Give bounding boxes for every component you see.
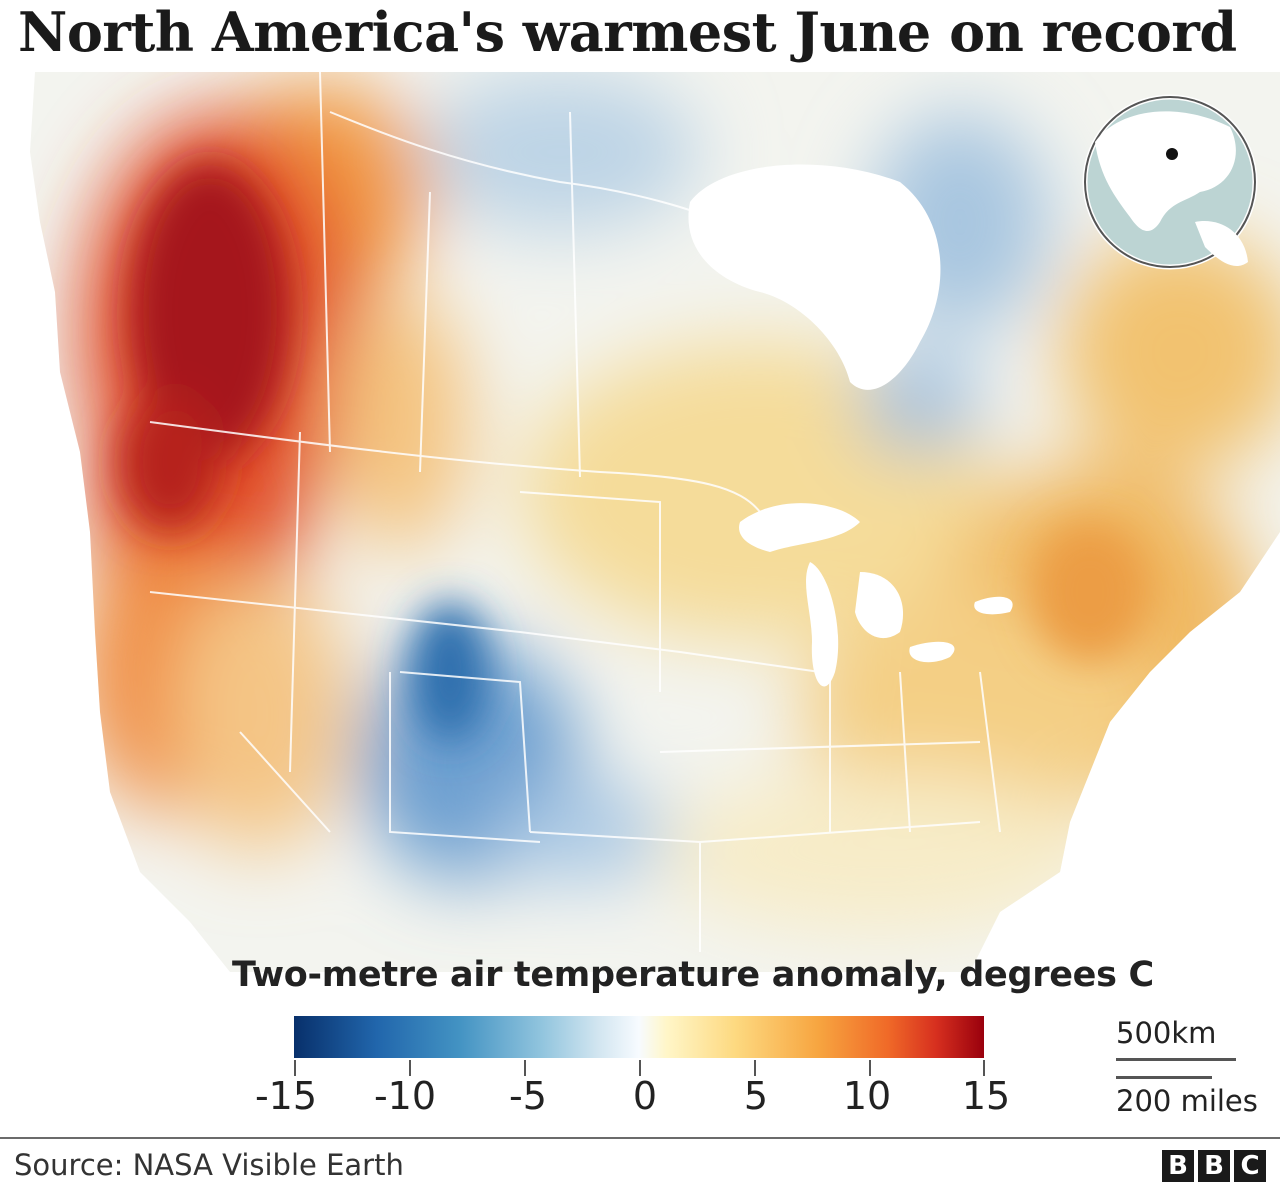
footer-divider — [0, 1137, 1280, 1139]
legend-colorbar — [294, 1016, 984, 1058]
legend-tick — [524, 1060, 526, 1076]
globe-locator — [1082, 94, 1258, 270]
borders — [149, 72, 1001, 952]
legend-tick-label: 15 — [961, 1074, 1011, 1118]
legend-tick — [869, 1060, 871, 1076]
legend-tick — [983, 1060, 985, 1076]
lake-superior — [739, 503, 860, 552]
scale-miles-label: 200 miles — [1116, 1084, 1258, 1118]
lake-michigan — [806, 562, 839, 687]
legend-tick — [754, 1060, 756, 1076]
legend-tick-label: -10 — [373, 1074, 437, 1118]
hudson-bay — [688, 164, 941, 390]
scale-miles-line — [1116, 1076, 1212, 1079]
location-marker-icon — [1166, 148, 1178, 160]
legend-tick-label: 5 — [743, 1074, 769, 1118]
legend-tick-label: 10 — [842, 1074, 892, 1118]
lake-ontario — [974, 596, 1013, 615]
legend-tick — [294, 1060, 296, 1076]
legend-tick-label: -5 — [509, 1074, 547, 1118]
legend-title: Two-metre air temperature anomaly, degre… — [232, 955, 1154, 995]
lake-erie — [909, 641, 955, 663]
legend-tick — [639, 1060, 641, 1076]
legend-tick-label: -15 — [254, 1074, 318, 1118]
legend-tick-label: 0 — [632, 1074, 658, 1118]
temperature-anomaly-map — [0, 72, 1280, 972]
scale-km-label: 500km — [1116, 1016, 1217, 1050]
source-text: Source: NASA Visible Earth — [14, 1148, 404, 1182]
logo-letter: B — [1198, 1150, 1230, 1182]
bbc-logo: B B C — [1162, 1150, 1266, 1182]
legend-tick — [409, 1060, 411, 1076]
land-area — [30, 72, 1280, 972]
lake-huron — [855, 572, 904, 639]
logo-letter: C — [1234, 1150, 1266, 1182]
logo-letter: B — [1162, 1150, 1194, 1182]
page-title: North America's warmest June on record — [18, 0, 1237, 64]
scale-km-line — [1116, 1058, 1236, 1061]
